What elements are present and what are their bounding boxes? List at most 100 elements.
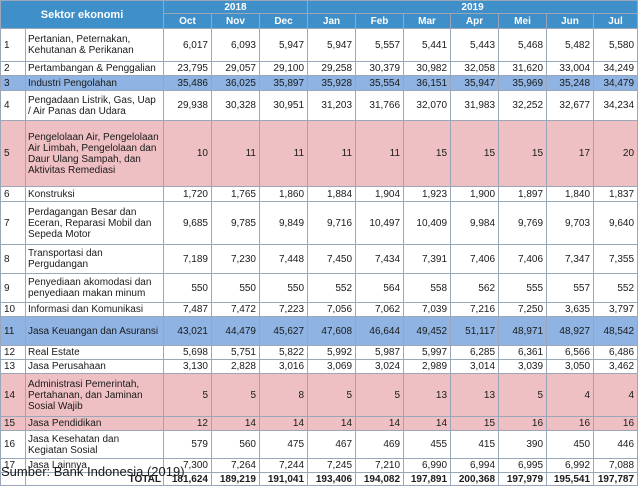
value-cell-jan: 9,716 (307, 201, 357, 245)
value-cell-jul: 1,837 (593, 186, 639, 202)
value-cell-apr: 15 (450, 416, 500, 431)
value-cell-dec: 1,860 (258, 186, 309, 202)
value-cell-nov: 9,785 (211, 201, 260, 245)
table-row: 14 Administrasi Pemerintah, Pertahanan, d… (0, 373, 639, 417)
value-cell-nov: 560 (211, 430, 260, 459)
sector-name: Real Estate (25, 345, 164, 360)
value-cell-mar: 6,990 (403, 458, 452, 473)
value-cell-jan: 14 (307, 416, 357, 431)
value-cell-jun: 4 (546, 373, 595, 417)
value-cell-oct: 10 (163, 120, 212, 187)
value-cell-nov: 1,765 (211, 186, 260, 202)
value-cell-apr: 7,216 (450, 302, 500, 317)
value-cell-nov: 5 (211, 373, 260, 417)
row-number: 8 (0, 244, 26, 274)
value-cell-apr: 6,994 (450, 458, 500, 473)
value-cell-apr: 35,947 (450, 75, 500, 91)
value-cell-oct: 35,486 (163, 75, 212, 91)
table-row: 3 Industri Pengolahan 35,486 36,025 35,897 35… (0, 75, 639, 91)
value-cell-mar: 455 (403, 430, 452, 459)
year-2018-header: 2018 (162, 0, 309, 14)
value-cell-mei: 555 (498, 273, 548, 303)
value-cell-oct: 6,017 (163, 28, 212, 62)
value-cell-oct: 7,487 (163, 302, 212, 317)
value-cell-nov: 6,093 (211, 28, 260, 62)
value-cell-mar: 2,989 (403, 359, 452, 374)
value-cell-nov: 11 (211, 120, 260, 187)
value-cell-mar: 558 (403, 273, 452, 303)
value-cell-mar: 5,441 (403, 28, 452, 62)
value-cell-nov: 550 (211, 273, 260, 303)
value-cell-oct: 23,795 (163, 61, 212, 76)
value-cell-jan: 467 (307, 430, 357, 459)
value-cell-jun: 7,347 (546, 244, 595, 274)
value-cell-dec: 7,448 (258, 244, 309, 274)
value-cell-jan: 3,069 (307, 359, 357, 374)
value-cell-feb: 31,766 (355, 90, 405, 121)
value-cell-feb: 5,557 (355, 28, 405, 62)
value-cell-jan: 31,203 (307, 90, 357, 121)
value-cell-feb: 35,554 (355, 75, 405, 91)
value-cell-oct: 7,189 (163, 244, 212, 274)
value-cell-mei: 3,039 (498, 359, 548, 374)
value-cell-mar: 10,409 (403, 201, 452, 245)
value-cell-mei: 6,995 (498, 458, 548, 473)
value-cell-jun: 5,482 (546, 28, 595, 62)
value-cell-feb: 5,987 (355, 345, 405, 360)
value-cell-mei: 15 (498, 120, 548, 187)
row-number: 5 (0, 120, 26, 187)
value-cell-mei: 390 (498, 430, 548, 459)
value-cell-mei: 7,406 (498, 244, 548, 274)
value-cell-jul: 3,462 (593, 359, 639, 374)
value-cell-feb: 30,379 (355, 61, 405, 76)
table-row: 17 Jasa Lainnya 7,300 7,264 7,244 7,245 7,210 6… (0, 458, 639, 473)
value-cell-apr: 3,014 (450, 359, 500, 374)
value-cell-apr: 9,984 (450, 201, 500, 245)
value-cell-jul: 3,797 (593, 302, 639, 317)
sector-name: Konstruksi (25, 186, 164, 202)
sector-name: Jasa Pendidikan (25, 416, 164, 431)
value-cell-apr: 32,058 (450, 61, 500, 76)
value-cell-dec: 8 (258, 373, 309, 417)
value-cell-feb: 7,210 (355, 458, 405, 473)
value-cell-mei: 6,361 (498, 345, 548, 360)
value-cell-jan: 11 (307, 120, 357, 187)
value-cell-dec: 475 (258, 430, 309, 459)
value-cell-mei: 9,769 (498, 201, 548, 245)
value-cell-mei: 5 (498, 373, 548, 417)
table-row: 7 Perdagangan Besar dan Eceran, Reparasi … (0, 201, 639, 245)
value-cell-jul: 34,479 (593, 75, 639, 91)
value-cell-oct: 1,720 (163, 186, 212, 202)
value-cell-jan: 1,884 (307, 186, 357, 202)
value-cell-oct: 5 (163, 373, 212, 417)
month-header-feb: Feb (355, 13, 405, 29)
value-cell-jul: 48,542 (593, 316, 639, 346)
sector-name: Administrasi Pemerintah, Pertahanan, dan… (25, 373, 164, 417)
value-cell-jun: 3,635 (546, 302, 595, 317)
value-cell-jul: 7,355 (593, 244, 639, 274)
value-cell-dec: 29,100 (258, 61, 309, 76)
table-row: 12 Real Estate 5,698 5,751 5,822 5,992 5,987 5,… (0, 345, 639, 360)
year-2019-header: 2019 (307, 0, 639, 14)
value-cell-nov: 7,264 (211, 458, 260, 473)
value-cell-apr: 562 (450, 273, 500, 303)
value-cell-dec: 3,016 (258, 359, 309, 374)
value-cell-mei: 32,252 (498, 90, 548, 121)
table-row: 8 Transportasi dan Pergudangan 7,189 7,230 7… (0, 244, 639, 274)
value-cell-jun: 3,050 (546, 359, 595, 374)
sector-name: Pengelolaan Air, Pengelolaan Air Limbah,… (25, 120, 164, 187)
sector-name: Jasa Keuangan dan Asuransi (25, 316, 164, 346)
value-cell-feb: 14 (355, 416, 405, 431)
table-row: 4 Pengadaan Listrik, Gas, Uap / Air Panas… (0, 90, 639, 121)
value-cell-feb: 469 (355, 430, 405, 459)
value-cell-apr: 5,443 (450, 28, 500, 62)
value-cell-jun: 6,566 (546, 345, 595, 360)
table-row: 11 Jasa Keuangan dan Asuransi 43,021 44,479… (0, 316, 639, 346)
value-cell-mar: 15 (403, 120, 452, 187)
table-row: 2 Pertambangan & Penggalian 23,795 29,057 29… (0, 61, 639, 76)
value-cell-feb: 1,904 (355, 186, 405, 202)
table-row: 6 Konstruksi 1,720 1,765 1,860 1,884 1,904 1,92… (0, 186, 639, 202)
value-cell-oct: 550 (163, 273, 212, 303)
value-cell-nov: 30,328 (211, 90, 260, 121)
